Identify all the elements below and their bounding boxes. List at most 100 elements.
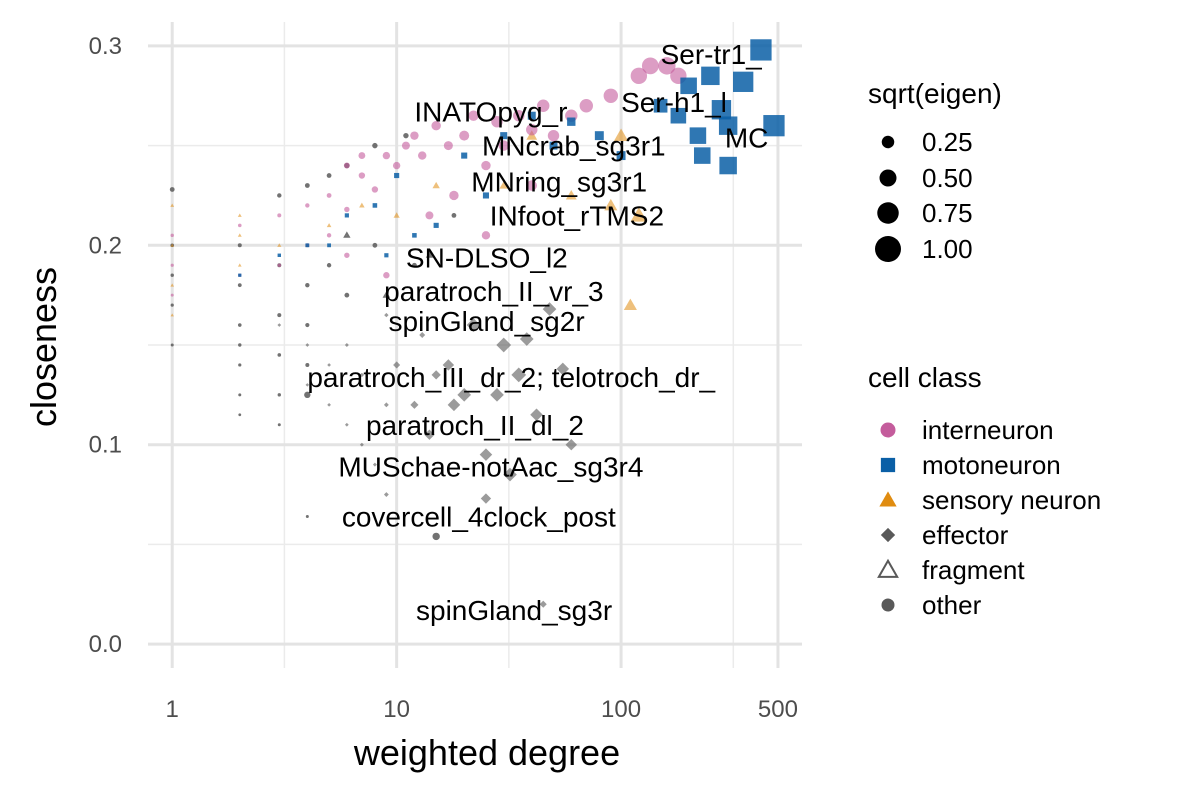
- other-point: [277, 353, 282, 357]
- effector-point: [344, 422, 349, 427]
- effector-point: [490, 388, 504, 402]
- sensory-neuron-point: [170, 203, 175, 207]
- point-label: MNcrab_sg3r1: [482, 131, 666, 162]
- motoneuron-point: [384, 253, 389, 258]
- effector-point: [327, 363, 331, 367]
- interneuron-point: [603, 88, 619, 103]
- motoneuron-point: [719, 156, 737, 175]
- other-point: [372, 242, 378, 248]
- effector-point: [511, 367, 527, 383]
- point-label: MC: [725, 123, 769, 154]
- interneuron-point: [526, 123, 538, 136]
- point-label: paratroch_III_dr_2; telotroch_dr_: [307, 362, 715, 393]
- interneuron-point: [418, 151, 427, 160]
- effector-point: [410, 400, 419, 409]
- interneuron-point: [170, 263, 174, 267]
- other-point: [238, 413, 242, 417]
- y-axis-title: closeness: [23, 267, 64, 427]
- interneuron-point: [630, 67, 648, 85]
- size-legend-key: [879, 169, 897, 187]
- size-legend-label: 0.75: [922, 198, 973, 228]
- y-tick-label: 0.1: [89, 432, 122, 459]
- interneuron-point: [326, 193, 332, 198]
- sensory-neuron-point: [170, 243, 175, 247]
- other-point: [170, 273, 174, 277]
- interneuron-point: [498, 140, 509, 151]
- interneuron-point: [431, 120, 441, 131]
- size-legend-title: sqrt(eigen): [868, 78, 1002, 109]
- effector-point: [457, 388, 472, 402]
- other-point: [326, 263, 332, 268]
- effector-point: [393, 361, 401, 369]
- interneuron-point: [579, 99, 594, 113]
- motoneuron-point: [277, 253, 282, 257]
- effector-point: [530, 408, 543, 422]
- y-tick-label: 0.0: [89, 631, 122, 658]
- sensory-neuron-point: [630, 207, 648, 222]
- fragment-point: [343, 231, 351, 238]
- effector-point: [419, 332, 426, 339]
- motoneuron-point: [305, 243, 310, 248]
- fragment-point: [425, 251, 434, 258]
- y-tick-label: 0.3: [89, 33, 122, 60]
- other-point: [238, 343, 242, 347]
- point-label: MUSchae-notAac_sg3r4: [338, 452, 643, 483]
- effector-point: [305, 383, 310, 387]
- interneuron-point: [382, 151, 391, 160]
- other-point: [277, 193, 282, 198]
- size-legend-key: [881, 135, 895, 149]
- effector-point: [305, 343, 310, 347]
- sensory-neuron-point: [277, 243, 282, 247]
- other-point: [304, 183, 310, 188]
- other-point: [305, 322, 310, 328]
- other-point: [305, 362, 310, 367]
- x-tick-label: 500: [758, 696, 798, 723]
- effector-point: [344, 343, 349, 347]
- interneuron-point: [358, 152, 366, 159]
- motoneuron-point: [238, 273, 242, 277]
- point-label: spinGland_sg3r: [416, 595, 612, 626]
- class-legend-label: effector: [922, 520, 1009, 550]
- other-point: [237, 243, 242, 248]
- motoneuron-point: [701, 66, 720, 86]
- class-legend-key: [881, 598, 895, 612]
- axis-ticks: 1 10 100 500 0.0 0.1 0.2 0.3: [89, 33, 798, 723]
- interneuron-point: [449, 190, 459, 201]
- size-legend-label: 0.50: [922, 163, 973, 193]
- effector-point: [442, 359, 455, 371]
- class-legend-label: motoneuron: [922, 450, 1061, 480]
- effector-point: [277, 323, 282, 327]
- interneuron-point: [481, 231, 491, 240]
- effector-point: [383, 492, 389, 497]
- other-point: [403, 132, 409, 139]
- interneuron-point: [170, 233, 174, 238]
- interneuron-point: [170, 293, 174, 297]
- motoneuron-point: [680, 77, 697, 95]
- point-label: INfoot_rTMS2: [490, 200, 664, 231]
- other-point: [326, 173, 332, 178]
- point-label: Ser-h1_l: [621, 87, 727, 118]
- motoneuron-point: [372, 203, 378, 208]
- class-legend-key: [880, 457, 896, 473]
- x-axis-title: weighted degree: [353, 732, 620, 773]
- other-point: [277, 393, 281, 397]
- motoneuron-point: [549, 141, 558, 150]
- effector-point: [556, 362, 570, 376]
- other-point: [169, 187, 175, 192]
- sensory-neuron-point: [237, 263, 242, 267]
- interneuron-point: [491, 115, 503, 128]
- other-point: [237, 283, 242, 288]
- motoneuron-point: [412, 233, 417, 238]
- point-label: Ser-tr1_: [661, 39, 763, 70]
- x-tick-label: 100: [601, 696, 641, 723]
- interneuron-point: [277, 263, 282, 268]
- y-tick-label: 0.2: [89, 232, 122, 259]
- motoneuron-point: [594, 131, 604, 141]
- motoneuron-point: [733, 71, 754, 92]
- other-point: [238, 363, 242, 367]
- effector-point: [359, 442, 364, 447]
- effector-point: [480, 493, 492, 504]
- interneuron-point: [392, 161, 401, 170]
- class-legend-label: other: [922, 590, 982, 620]
- interneuron-point: [425, 211, 434, 220]
